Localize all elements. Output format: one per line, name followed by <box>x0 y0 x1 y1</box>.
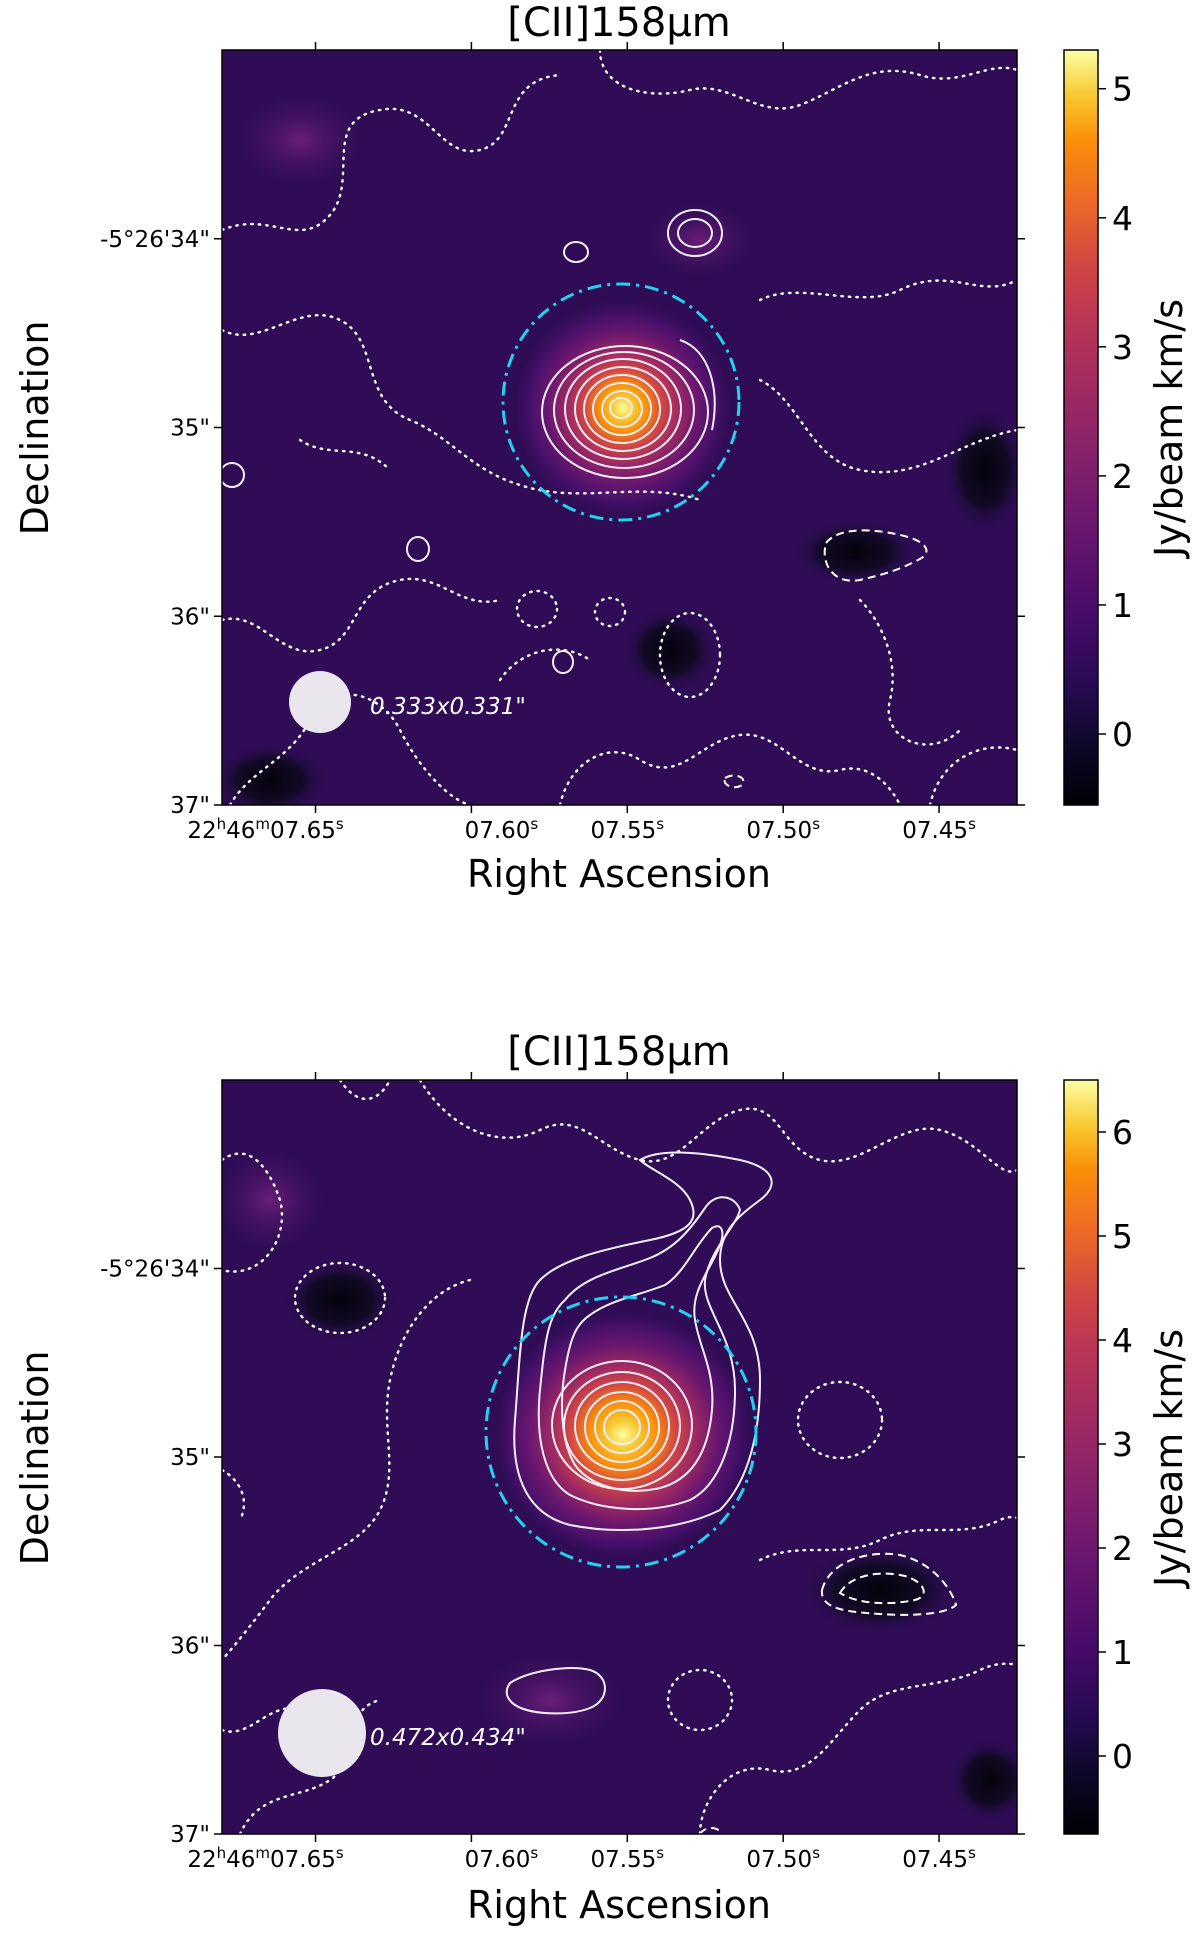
panel-1-beam-label: 0.333x0.331" <box>370 694 526 720</box>
panel-2-y-tick-label: 36" <box>170 1634 210 1660</box>
panel-1-dark-patch <box>625 610 715 690</box>
panel-1-colorbar-tick-label: 5 <box>1112 70 1133 109</box>
panel-2-title: [CII]158μm <box>507 1029 731 1075</box>
panel-2-aperture <box>484 1295 758 1569</box>
panel-1-dotted-contours <box>222 50 1017 805</box>
panel-2-dark-patch <box>805 1548 955 1632</box>
panel-1-x-tick-label: 07.60s <box>465 815 539 844</box>
panel-2-x-label: Right Ascension <box>467 1883 771 1927</box>
panel-2-colorbar-tick-label: 0 <box>1112 1737 1133 1776</box>
panel-2-x-tick-label: 07.50s <box>746 1844 820 1873</box>
panel-2-colorbar-tick-label: 3 <box>1112 1425 1133 1464</box>
panel-2-y-ticks: -5°26'34" 35" 36" 37" <box>100 1257 1025 1848</box>
panel-1-x-tick-label: 22h46m07.65s <box>187 815 344 844</box>
panel-2-map <box>222 1080 1017 1834</box>
panel-1-colorbar <box>1063 49 1099 806</box>
panel-2-colorbar-tick-label: 4 <box>1112 1321 1133 1360</box>
panel-2-x-tick-label: 07.55s <box>590 1844 664 1873</box>
panel-2-colorbar-tick-label: 1 <box>1112 1633 1133 1672</box>
panel-2-colorbar-tick-label: 5 <box>1112 1217 1133 1256</box>
panel-2-dark-patch <box>950 1740 1017 1820</box>
panel-2-colorbar <box>1063 1079 1099 1835</box>
panel-1-y-label: Declination <box>13 321 57 536</box>
panel-2-x-ticks: 22h46m07.65s 07.60s 07.55s 07.50s 07.45s <box>187 1072 976 1873</box>
panel-1-solid-contours <box>222 209 723 674</box>
panel-1-colorbar-label: Jy/beam km/s <box>1147 299 1191 559</box>
panel-1-title: [CII]158μm <box>507 0 731 46</box>
panel-1-colorbar-tick-label: 2 <box>1112 457 1133 496</box>
panel-2-y-label: Declination <box>13 1351 57 1566</box>
panel-1-negative-contours <box>723 529 928 789</box>
panel-2-negative-contours <box>699 1552 958 1834</box>
panel-1-dark-patch <box>945 410 1017 530</box>
panel-2-bright-patch <box>222 1145 330 1255</box>
panel-1-map <box>222 50 1017 805</box>
panel-2-dotted-contours <box>222 1080 1017 1834</box>
panel-1-x-tick-label: 07.55s <box>590 815 664 844</box>
panel-1-colorbar-tick-label: 0 <box>1112 715 1133 754</box>
panel-1-y-tick-label: -5°26'34" <box>100 227 210 253</box>
panel-2-colorbar-label: Jy/beam km/s <box>1147 1329 1191 1589</box>
panel-2-colorbar-tick-label: 2 <box>1112 1529 1133 1568</box>
panel-2-x-tick-label: 22h46m07.65s <box>187 1844 344 1873</box>
panel-1-dark-patch <box>222 745 325 805</box>
panel-1: [CII]158μm <box>13 0 1191 896</box>
panel-1-colorbar-tick-label: 3 <box>1112 328 1133 367</box>
panel-2-beam <box>278 1689 366 1777</box>
panel-1-y-ticks: -5°26'34" 35" 36" 37" <box>100 227 1025 819</box>
panel-1-source-emission <box>513 298 733 518</box>
panel-1-beam <box>289 671 351 733</box>
panel-2-y-tick-label: -5°26'34" <box>100 1257 210 1283</box>
panel-2-x-tick-label: 07.45s <box>902 1844 976 1873</box>
panel-1-x-tick-label: 07.50s <box>746 815 820 844</box>
panel-1-x-ticks: 22h46m07.65s 07.60s 07.55s 07.50s 07.45s <box>187 42 976 844</box>
panel-1-y-tick-label: 35" <box>170 416 210 442</box>
panel-2: [CII]158μm <box>13 1029 1191 1927</box>
panel-2-dark-patch <box>285 1260 395 1340</box>
panel-2-x-tick-label: 07.60s <box>465 1844 539 1873</box>
panel-1-colorbar-tick-label: 1 <box>1112 586 1133 625</box>
panel-2-colorbar-tick-label: 6 <box>1112 1113 1133 1152</box>
panel-1-colorbar-tick-label: 4 <box>1112 199 1133 238</box>
panel-1-x-tick-label: 07.45s <box>902 815 976 844</box>
panel-1-y-tick-label: 37" <box>170 793 210 819</box>
panel-2-beam-label: 0.472x0.434" <box>370 1725 526 1751</box>
panel-2-y-tick-label: 35" <box>170 1445 210 1471</box>
panel-2-solid-contours <box>505 1151 773 1715</box>
panel-2-colorbar-ticks: 0 1 2 3 4 5 6 <box>1098 1113 1133 1776</box>
panel-2-source-emission <box>493 1310 753 1560</box>
panel-1-dark-patch <box>795 520 915 584</box>
panel-1-x-label: Right Ascension <box>467 852 771 896</box>
panel-1-bright-patch <box>640 200 760 280</box>
panel-1-bright-patch <box>230 90 370 190</box>
panel-1-aperture <box>501 282 741 522</box>
panel-1-y-tick-label: 36" <box>170 604 210 630</box>
panel-2-y-tick-label: 37" <box>170 1822 210 1848</box>
panel-2-bright-patch <box>470 1650 630 1750</box>
panel-1-colorbar-ticks: 0 1 2 3 4 5 <box>1098 70 1133 754</box>
